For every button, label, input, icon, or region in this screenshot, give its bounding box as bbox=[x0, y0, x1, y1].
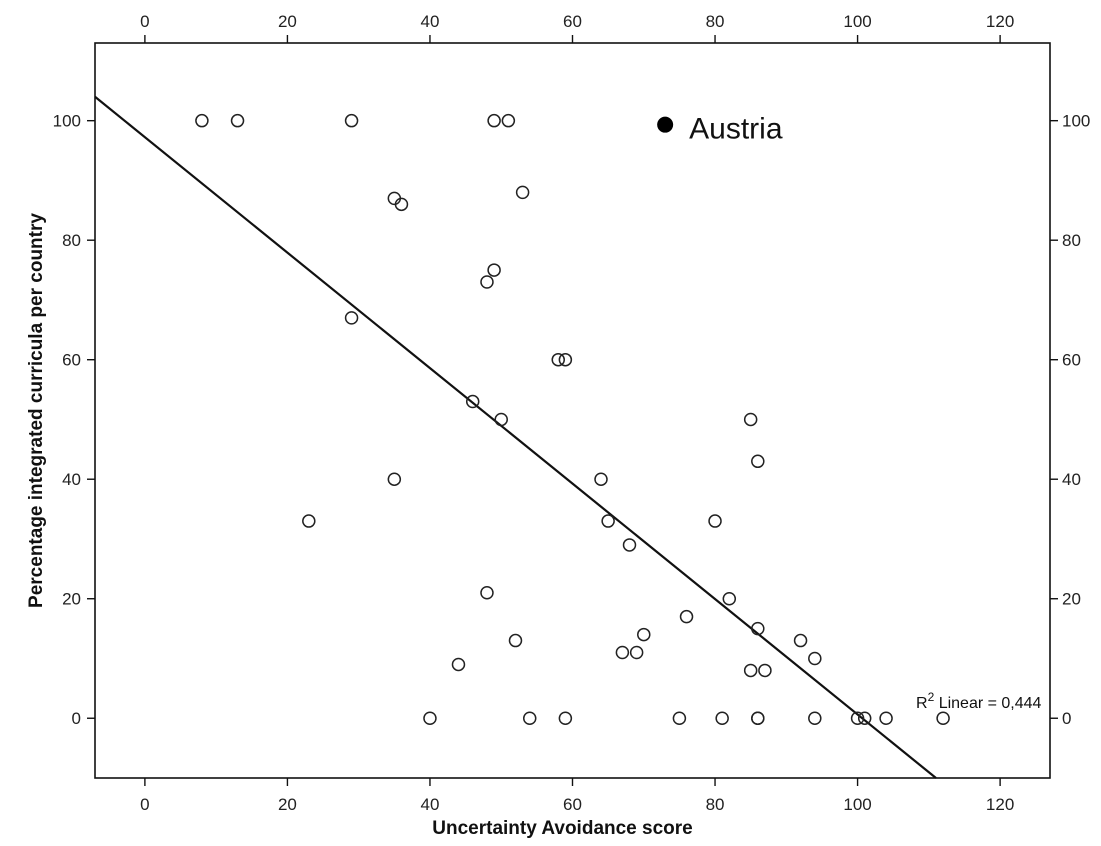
data-point bbox=[230, 113, 245, 128]
y-right-tick-label: 80 bbox=[1062, 231, 1081, 250]
data-point bbox=[679, 609, 694, 624]
data-point bbox=[508, 633, 523, 648]
x-axis-title: Uncertainty Avoidance score bbox=[432, 818, 692, 839]
data-point bbox=[629, 645, 644, 660]
y-right-tick-label: 0 bbox=[1062, 709, 1071, 728]
x-top-tick-label: 20 bbox=[278, 12, 297, 31]
r-squared-label: R2 Linear = 0,444 bbox=[916, 690, 1042, 712]
x-top-tick-label: 0 bbox=[140, 12, 149, 31]
y-tick-label: 60 bbox=[62, 351, 81, 370]
data-point bbox=[708, 514, 722, 528]
data-point bbox=[344, 113, 359, 128]
y-right-tick-label: 100 bbox=[1062, 112, 1090, 131]
data-point bbox=[558, 352, 573, 367]
y-tick-label: 0 bbox=[72, 709, 81, 728]
data-points bbox=[195, 113, 950, 725]
x-tick-label: 100 bbox=[843, 795, 871, 814]
y-right-tick-label: 20 bbox=[1062, 590, 1081, 609]
data-point bbox=[850, 711, 865, 725]
x-top-tick-label: 40 bbox=[421, 12, 440, 31]
austria-label: Austria bbox=[689, 113, 783, 146]
data-point bbox=[743, 412, 758, 427]
austria-highlight-point bbox=[657, 116, 674, 133]
y-tick-label: 40 bbox=[62, 470, 81, 489]
data-point bbox=[480, 586, 494, 600]
data-point bbox=[601, 514, 615, 528]
data-point bbox=[715, 711, 729, 725]
r-squared-text: Linear = 0,444 bbox=[934, 695, 1041, 712]
data-point bbox=[487, 263, 501, 277]
x-top-tick-label: 80 bbox=[706, 12, 725, 31]
data-point bbox=[936, 711, 950, 725]
data-point bbox=[423, 711, 437, 725]
r-squared-prefix: R bbox=[916, 695, 928, 712]
data-point bbox=[195, 113, 209, 128]
data-point bbox=[751, 711, 765, 725]
x-tick-label: 120 bbox=[986, 795, 1014, 814]
data-point bbox=[487, 113, 501, 128]
data-point bbox=[465, 394, 480, 409]
data-point bbox=[808, 651, 822, 666]
x-tick-label: 40 bbox=[421, 795, 440, 814]
y-right-tick-label: 40 bbox=[1062, 470, 1081, 489]
data-point bbox=[793, 633, 808, 648]
data-point bbox=[394, 197, 409, 212]
x-top-tick-label: 60 bbox=[563, 12, 582, 31]
x-top-tick-label: 120 bbox=[986, 12, 1014, 31]
x-tick-label: 20 bbox=[278, 795, 297, 814]
data-point bbox=[480, 275, 494, 289]
data-point bbox=[751, 621, 765, 636]
y-tick-label: 80 bbox=[62, 231, 81, 250]
data-point bbox=[551, 352, 565, 367]
y-tick-label: 100 bbox=[53, 112, 81, 131]
data-point bbox=[758, 663, 772, 678]
y-axis-title: Percentage integrated curricula per coun… bbox=[26, 213, 47, 608]
x-tick-label: 60 bbox=[563, 795, 582, 814]
data-point bbox=[451, 657, 466, 672]
data-point bbox=[522, 711, 537, 725]
data-point bbox=[637, 627, 651, 642]
x-tick-label: 80 bbox=[706, 795, 725, 814]
plot-frame bbox=[94, 42, 1051, 779]
data-point bbox=[857, 711, 872, 725]
y-right-tick-label: 60 bbox=[1062, 351, 1081, 370]
data-point bbox=[751, 454, 765, 469]
data-point bbox=[879, 711, 893, 725]
data-point bbox=[558, 711, 573, 725]
data-point bbox=[743, 663, 758, 678]
r-squared-superscript: 2 bbox=[928, 690, 935, 704]
data-point bbox=[515, 185, 530, 200]
data-point bbox=[494, 412, 508, 427]
data-point bbox=[672, 711, 687, 725]
data-point bbox=[302, 514, 316, 528]
data-point bbox=[615, 645, 630, 660]
data-point bbox=[501, 113, 516, 128]
y-tick-label: 20 bbox=[62, 590, 81, 609]
axes-layer: 0 0 20 20 40 40 60 60 80 80 100 100 120 120 0 0 20 20 40 40… bbox=[53, 12, 1091, 814]
regression-line bbox=[94, 95, 937, 779]
data-point bbox=[387, 472, 402, 486]
data-point bbox=[344, 311, 359, 325]
x-top-tick-label: 100 bbox=[843, 12, 871, 31]
data-point bbox=[594, 472, 608, 486]
data-point bbox=[808, 711, 822, 725]
data-point bbox=[722, 591, 737, 606]
data-point bbox=[622, 538, 637, 552]
x-tick-label: 0 bbox=[140, 795, 149, 814]
